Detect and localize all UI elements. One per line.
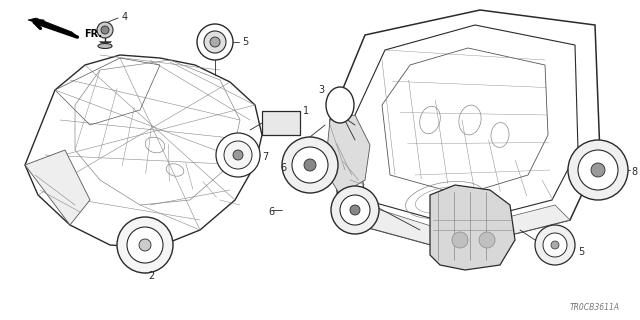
- Text: 2: 2: [148, 271, 154, 281]
- Text: 5: 5: [242, 37, 248, 47]
- Polygon shape: [330, 10, 600, 250]
- Circle shape: [578, 150, 618, 190]
- Text: 6: 6: [268, 207, 274, 217]
- Circle shape: [210, 37, 220, 47]
- Ellipse shape: [326, 87, 354, 123]
- Text: 6: 6: [280, 163, 286, 173]
- Circle shape: [350, 205, 360, 215]
- Circle shape: [543, 233, 567, 257]
- Circle shape: [139, 239, 151, 251]
- FancyBboxPatch shape: [262, 111, 300, 135]
- Circle shape: [551, 241, 559, 249]
- Circle shape: [224, 141, 252, 169]
- Circle shape: [331, 186, 379, 234]
- Text: FR.: FR.: [84, 29, 102, 39]
- Circle shape: [282, 137, 338, 193]
- Circle shape: [97, 22, 113, 38]
- Polygon shape: [430, 185, 515, 270]
- Text: 3: 3: [318, 85, 324, 95]
- Circle shape: [204, 31, 226, 53]
- Circle shape: [292, 147, 328, 183]
- Circle shape: [568, 140, 628, 200]
- Polygon shape: [340, 202, 570, 250]
- Circle shape: [591, 163, 605, 177]
- Circle shape: [479, 232, 495, 248]
- Circle shape: [304, 159, 316, 171]
- Polygon shape: [355, 25, 578, 225]
- Circle shape: [101, 26, 109, 34]
- Polygon shape: [325, 115, 370, 195]
- Polygon shape: [28, 18, 78, 37]
- Circle shape: [127, 227, 163, 263]
- Text: 4: 4: [122, 12, 128, 22]
- Polygon shape: [25, 55, 262, 248]
- Circle shape: [216, 133, 260, 177]
- Circle shape: [233, 150, 243, 160]
- Circle shape: [535, 225, 575, 265]
- Text: 8: 8: [631, 167, 637, 177]
- Text: 5: 5: [578, 247, 584, 257]
- Circle shape: [452, 232, 468, 248]
- Ellipse shape: [98, 44, 112, 49]
- Circle shape: [117, 217, 173, 273]
- Polygon shape: [25, 150, 90, 225]
- Circle shape: [197, 24, 233, 60]
- Text: TR0CB3611A: TR0CB3611A: [570, 303, 620, 312]
- Text: 7: 7: [262, 152, 268, 162]
- Text: 1: 1: [303, 106, 309, 116]
- Circle shape: [340, 195, 370, 225]
